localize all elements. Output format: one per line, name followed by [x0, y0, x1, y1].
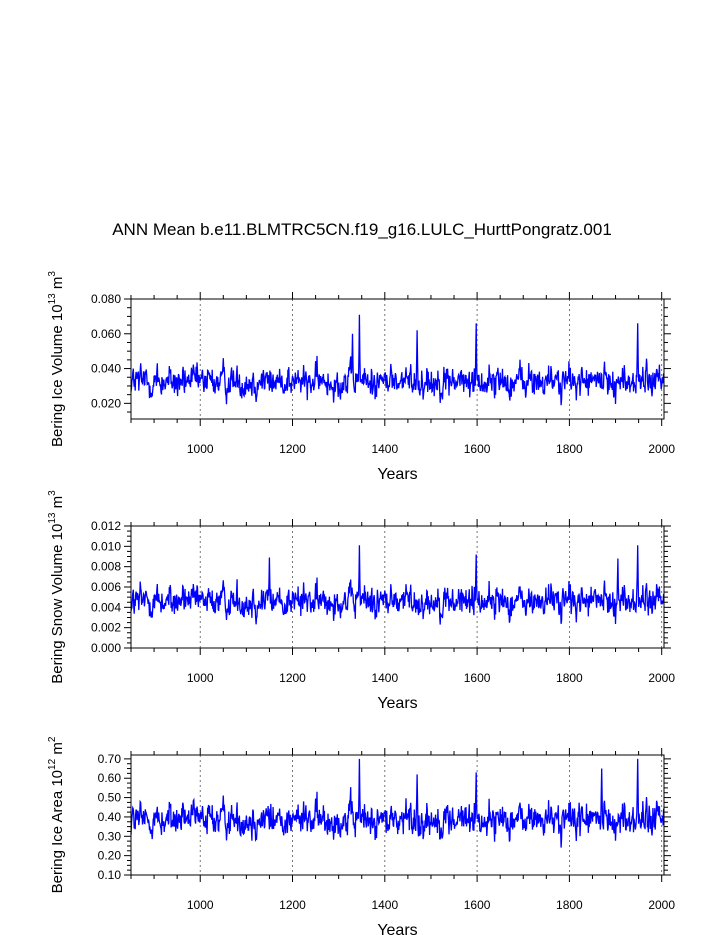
x-tick-label: 1600 [464, 671, 491, 685]
x-tick-label: 1400 [371, 671, 398, 685]
x-tick-label: 1200 [279, 442, 306, 456]
x-tick-label: 1800 [556, 898, 583, 912]
x-axis-label: Years [377, 466, 417, 483]
panel-ice-area: 1000 1200 1400 1600 1800 2000 0.10 0.20 0.30 0.40… [47, 736, 675, 935]
plot-frame [130, 298, 665, 420]
chart-title: ANN Mean b.e11.BLMTRC5CN.f19_g16.LULC_Hu… [112, 220, 612, 239]
y-tick-label: 0.010 [91, 539, 121, 553]
y-axis-label: Bering Ice Volume 1013 m3 [47, 271, 66, 447]
x-tick-label: 1800 [556, 442, 583, 456]
plot-frame [130, 754, 665, 876]
x-axis-label: Years [377, 922, 417, 935]
x-tick-label: 1400 [371, 442, 398, 456]
x-tick-label: 2000 [648, 671, 675, 685]
series-line-ice-volume [130, 314, 665, 406]
x-tick-label: 1600 [464, 898, 491, 912]
y-tick-label: 0.060 [91, 327, 121, 341]
y-tick-label: 0.020 [91, 396, 121, 410]
x-tick-label: 1200 [279, 898, 306, 912]
y-tick-label: 0.008 [91, 560, 121, 574]
y-tick-label: 0.50 [98, 791, 122, 805]
x-tick-label: 1400 [371, 898, 398, 912]
y-tick-label: 0.080 [91, 292, 121, 306]
x-tick-label: 2000 [648, 442, 675, 456]
y-tick-label: 0.70 [98, 752, 122, 766]
y-tick-label: 0.000 [91, 641, 121, 655]
y-tick-label: 0.004 [91, 600, 121, 614]
x-tick-label: 1600 [464, 442, 491, 456]
y-axis-label: Bering Ice Area 1012 m2 [47, 736, 66, 893]
plot-frame [130, 525, 665, 649]
y-tick-label: 0.10 [98, 868, 122, 882]
y-tick-label: 0.012 [91, 519, 121, 533]
panel-snow-volume: 1000 1200 1400 1600 1800 2000 0.000 0.002 0.004 0… [47, 490, 675, 712]
y-tick-label: 0.20 [98, 849, 122, 863]
x-tick-label: 1000 [187, 442, 214, 456]
x-tick-label: 1800 [556, 671, 583, 685]
y-tick-label: 0.006 [91, 580, 121, 594]
series-line-ice-area [130, 758, 665, 848]
x-tick-label: 1000 [187, 898, 214, 912]
x-tick-label: 1200 [279, 671, 306, 685]
y-tick-label: 0.40 [98, 810, 122, 824]
y-axis-label: Bering Snow Volume 1013 m3 [47, 490, 66, 684]
panel-ice-volume: 1000 1200 1400 1600 1800 2000 0.020 0.040 0.060 0… [47, 271, 675, 483]
x-tick-label: 1000 [187, 671, 214, 685]
series-line-snow-volume [130, 545, 665, 625]
x-tick-label: 2000 [648, 898, 675, 912]
y-tick-label: 0.040 [91, 362, 121, 376]
x-axis-label: Years [377, 695, 417, 712]
y-tick-label: 0.002 [91, 621, 121, 635]
y-tick-label: 0.30 [98, 829, 122, 843]
y-tick-label: 0.60 [98, 771, 122, 785]
